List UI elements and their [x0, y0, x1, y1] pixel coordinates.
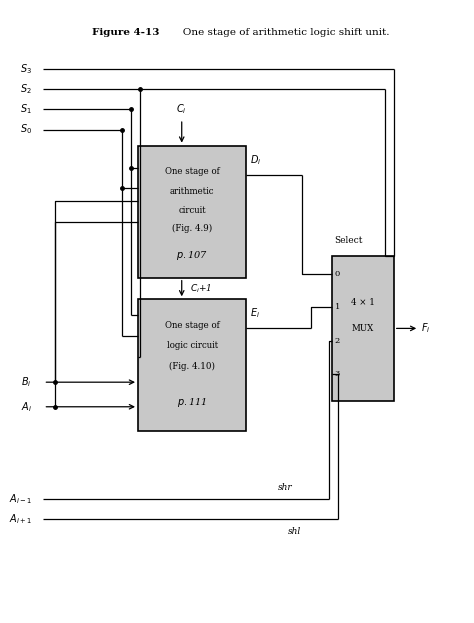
Text: $p.$107: $p.$107 [176, 249, 208, 262]
Text: shl: shl [288, 526, 301, 536]
Text: (Fig. 4.10): (Fig. 4.10) [169, 362, 215, 371]
Text: $A_{i-1}$: $A_{i-1}$ [9, 492, 32, 506]
Text: circuit: circuit [178, 206, 206, 215]
Text: 1: 1 [335, 303, 340, 312]
Text: 2: 2 [335, 336, 340, 345]
Text: $C_i$: $C_i$ [176, 102, 187, 116]
Bar [138, 146, 246, 278]
Text: (Fig. 4.9): (Fig. 4.9) [172, 224, 212, 234]
Text: $S_0$: $S_0$ [20, 123, 32, 136]
Text: One stage of arithmetic logic shift unit.: One stage of arithmetic logic shift unit… [173, 27, 389, 37]
Text: $B_i$: $B_i$ [21, 375, 32, 389]
Text: $D_i$: $D_i$ [250, 153, 261, 166]
Text: 4 × 1: 4 × 1 [351, 298, 374, 307]
Text: $p.$111: $p.$111 [177, 396, 207, 409]
Text: $S_2$: $S_2$ [20, 82, 32, 96]
Text: 0: 0 [335, 270, 340, 278]
Text: 3: 3 [335, 370, 340, 378]
Bar [331, 256, 394, 401]
Text: $S_3$: $S_3$ [20, 62, 32, 75]
Text: $F_i$: $F_i$ [421, 321, 431, 335]
Text: $C_i$+1: $C_i$+1 [190, 282, 212, 295]
Text: Select: Select [334, 236, 362, 245]
Text: One stage of: One stage of [165, 321, 219, 330]
Text: arithmetic: arithmetic [170, 188, 214, 196]
Text: $A_i$: $A_i$ [21, 400, 32, 414]
Text: logic circuit: logic circuit [166, 341, 218, 350]
Text: shr: shr [278, 483, 293, 492]
Text: MUX: MUX [352, 324, 374, 333]
Text: $E_i$: $E_i$ [250, 307, 260, 320]
Text: Figure 4-13: Figure 4-13 [92, 27, 159, 37]
Text: One stage of: One stage of [165, 168, 219, 176]
Bar [138, 299, 246, 431]
Text: $S_1$: $S_1$ [20, 102, 32, 116]
Text: $A_{i+1}$: $A_{i+1}$ [9, 512, 32, 526]
